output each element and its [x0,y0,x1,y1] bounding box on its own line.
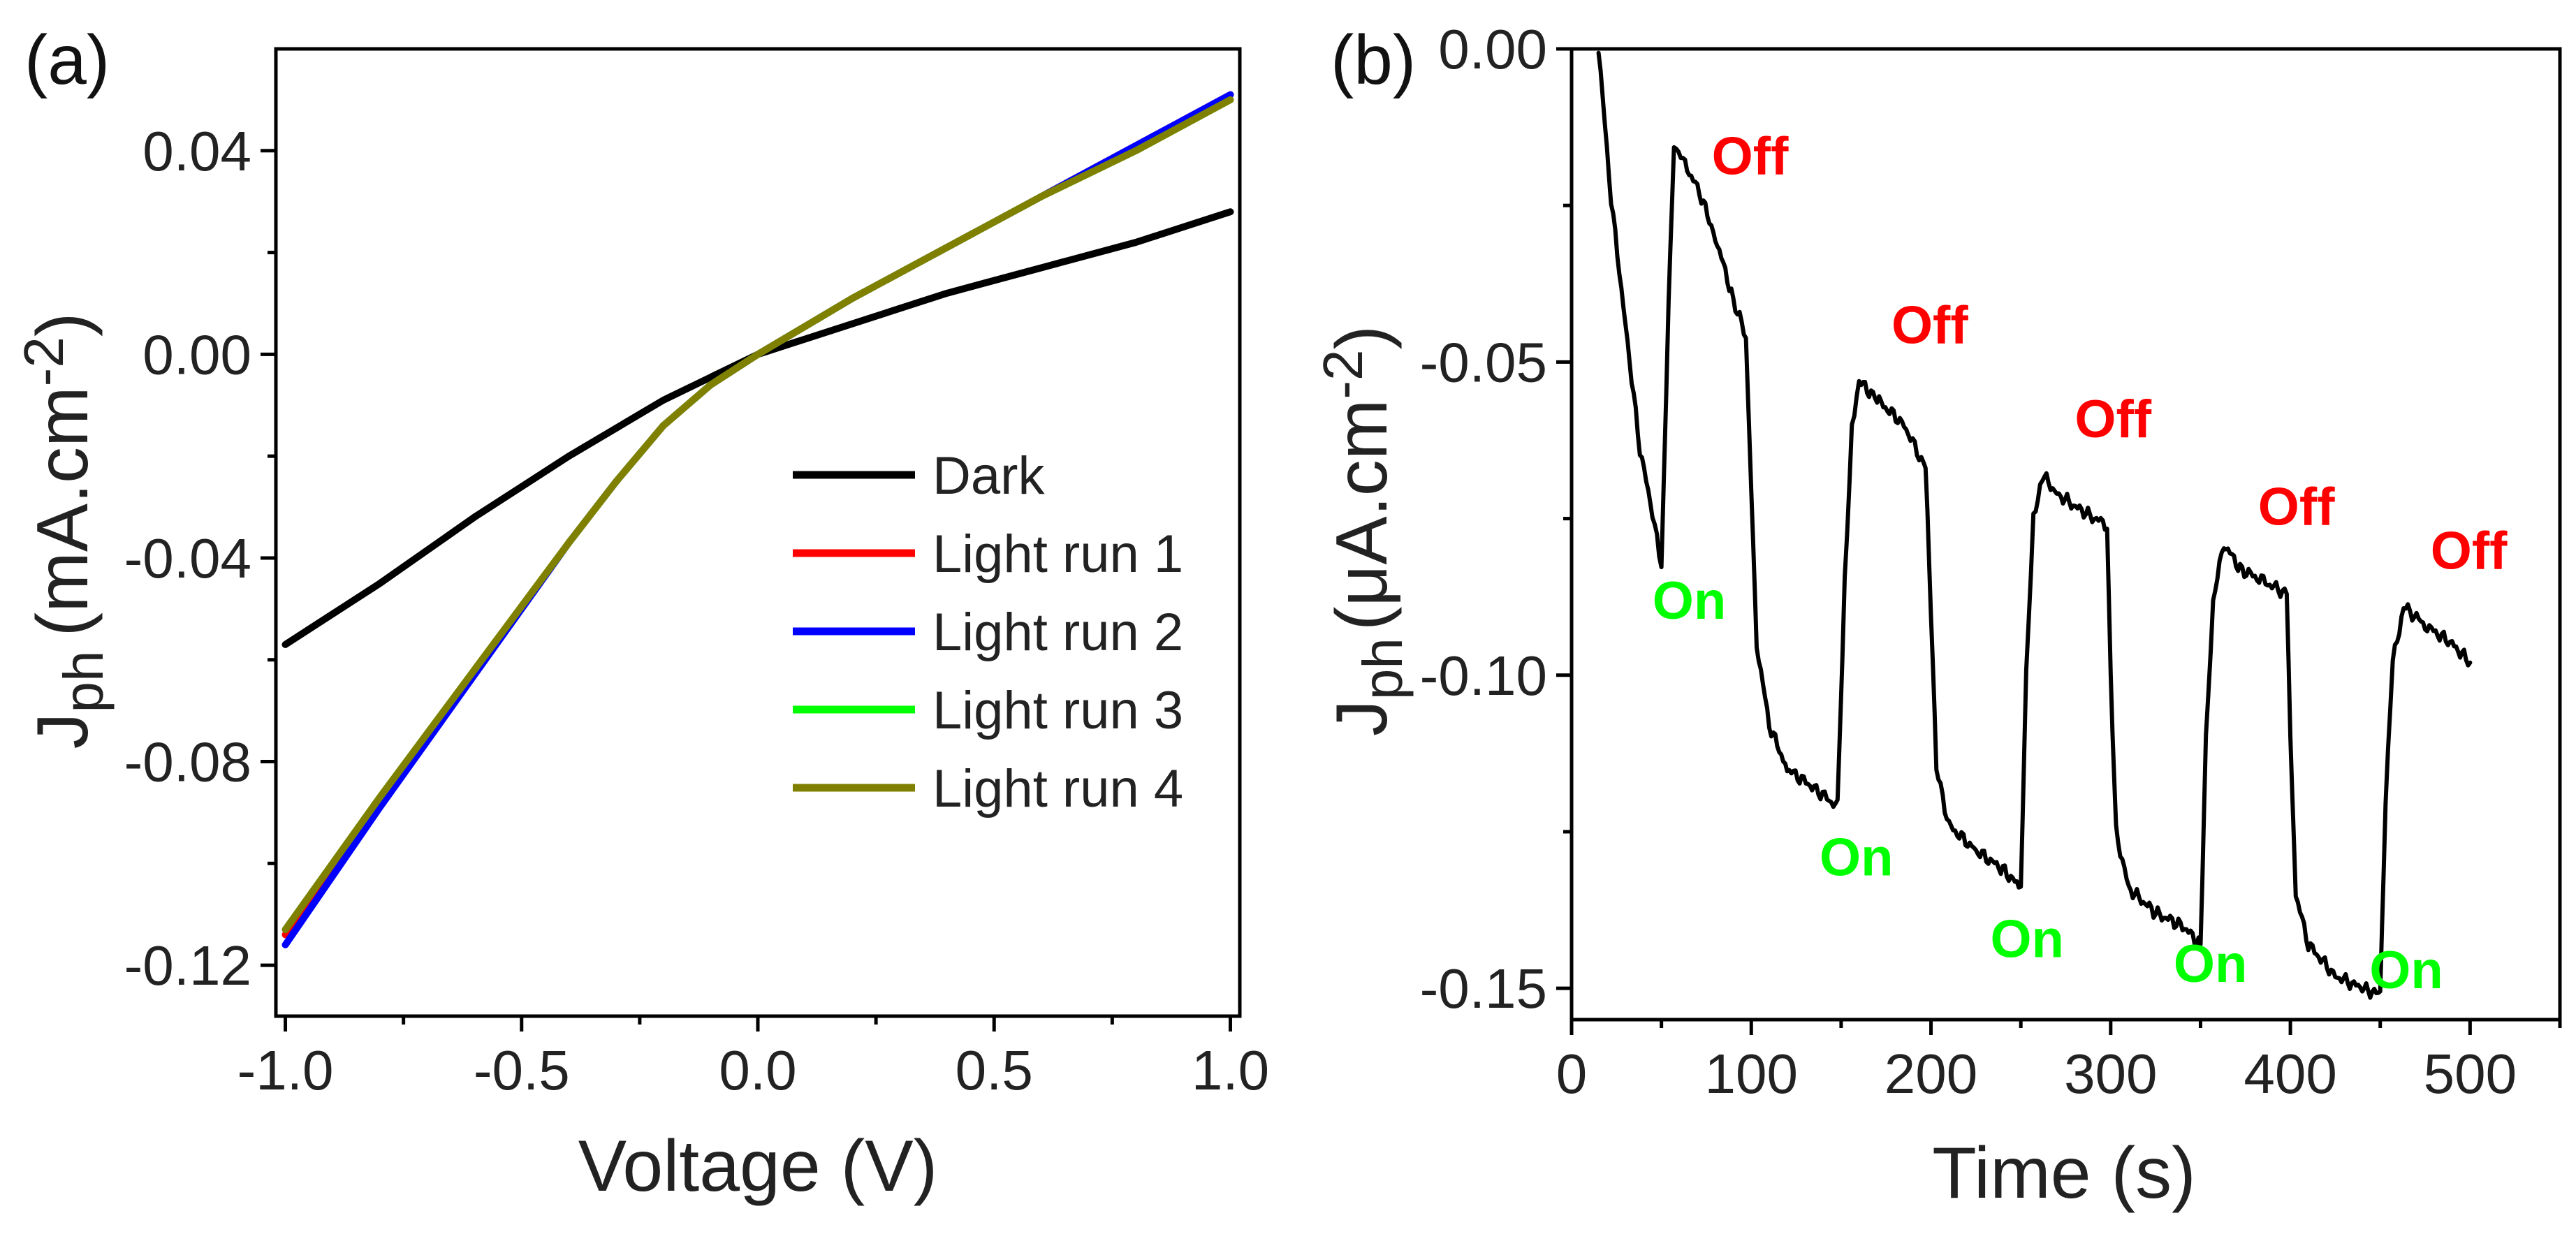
panel-b-x-ticks: 0 100 200 300 400 500 [1556,1020,2562,1105]
panel-b: (b) 0 100 200 300 400 500 0.00 -0.05 -0.10 -0.15… [1312,18,2562,1214]
panel-b-y-title-sub: ph [1352,638,1414,700]
panel-a-x-axis-title: Voltage (V) [578,1126,938,1207]
legend-label-4: Light run 4 [932,759,1183,818]
panel-b-annotations: Off Off Off Off Off On On On On On [1653,126,2508,1000]
x-tick-label: 200 [1885,1043,1977,1105]
y-tick-label: -0.08 [124,731,251,793]
annotation-off: Off [2431,521,2508,580]
legend-label-0: Dark [932,446,1045,506]
panel-b-frame [1569,47,2562,1022]
annotation-on: On [1820,828,1894,888]
panel-b-y-title-main: J [1322,700,1403,736]
panel-b-y-title-close: ) [1322,325,1403,350]
panel-a-legend: Dark Light run 1 Light run 2 Light run 3 Lig… [793,446,1183,818]
panel-a-y-title-sub: ph [52,650,115,712]
x-tick-label: 0.0 [719,1039,796,1101]
x-tick-label: 0.5 [956,1039,1033,1101]
annotation-off: Off [1891,295,1968,355]
panel-a: (a) -1.0 -0.5 0.0 0.5 1.0 0.04 0.00 -0.04 -0.08… [13,21,1269,1207]
panel-a-y-ticks: 0.04 0.00 -0.04 -0.08 -0.12 [124,120,276,997]
panel-a-y-title-main: J [22,712,103,749]
x-tick-label: -0.5 [474,1039,570,1101]
y-tick-label: 0.00 [142,323,251,386]
annotation-on: On [2369,941,2443,1000]
panel-a-y-title-exp: -2 [13,337,75,386]
panel-a-y-title-units: (mA.cm [22,386,103,636]
x-tick-label: 500 [2424,1043,2517,1105]
panel-b-y-ticks: 0.00 -0.05 -0.10 -0.15 [1420,18,1572,1020]
panel-b-y-title-exp: -2 [1312,350,1374,399]
annotation-on: On [2174,934,2248,994]
x-tick-label: 0 [1556,1043,1588,1105]
annotation-off: Off [2074,390,2151,449]
panel-b-label: (b) [1331,21,1416,99]
x-tick-label: 400 [2244,1043,2336,1105]
legend-label-1: Light run 1 [932,524,1183,584]
panel-a-y-title-close: ) [22,313,103,337]
y-tick-label: -0.05 [1420,331,1547,393]
panel-a-y-axis-title: Jph (mA.cm-2) [13,313,115,749]
y-tick-label: -0.15 [1420,957,1547,1020]
panel-a-x-ticks: -1.0 -0.5 0.0 0.5 1.0 [237,1016,1269,1101]
panel-b-x-axis-title: Time (s) [1932,1133,2195,1214]
annotation-on: On [1653,571,1727,631]
panel-a-curves [281,91,1234,948]
annotation-off: Off [1712,126,1789,186]
panel-a-label: (a) [24,21,110,99]
y-tick-label: -0.04 [124,527,251,589]
annotation-on: On [1990,909,2064,969]
series-line-4 [281,96,1234,934]
x-tick-label: 1.0 [1192,1039,1269,1101]
legend-label-2: Light run 2 [932,603,1183,662]
annotation-off: Off [2258,478,2335,537]
series-line-0 [1596,50,2473,1000]
x-tick-label: 100 [1705,1043,1798,1105]
y-tick-label: 0.04 [142,120,251,182]
panel-b-curves [1596,50,2473,1000]
panel-b-y-axis-title: Jph (μA.cm-2) [1312,325,1414,736]
panel-b-y-title-units: (μA.cm [1322,399,1403,631]
y-tick-label: -0.12 [124,934,251,997]
legend-label-3: Light run 3 [932,681,1183,740]
x-tick-label: -1.0 [237,1039,334,1101]
x-tick-label: 300 [2064,1043,2157,1105]
y-tick-label: 0.00 [1438,18,1547,80]
y-tick-label: -0.10 [1420,645,1547,707]
